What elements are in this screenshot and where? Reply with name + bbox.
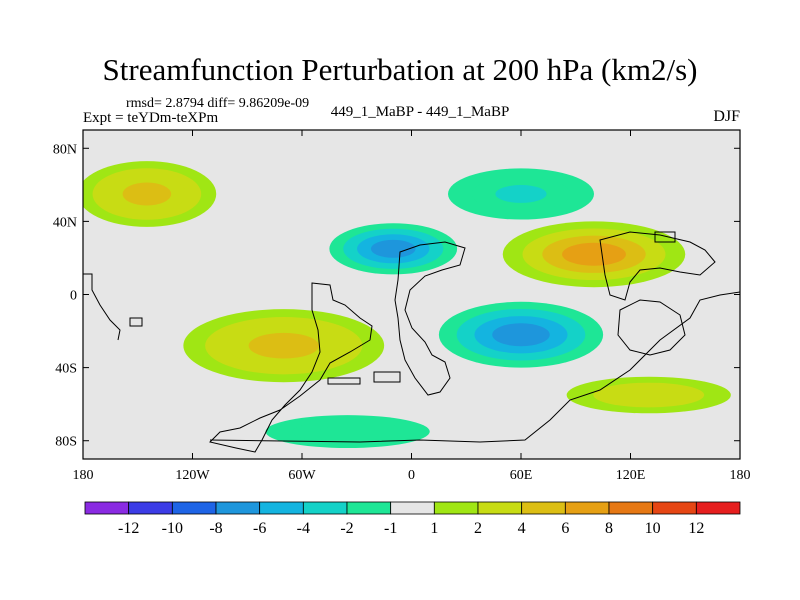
contour-south-america-high-3: [248, 332, 319, 359]
y-tick-label: 80S: [55, 435, 77, 450]
colorbar-swatch: [433, 501, 479, 515]
colorbar-label: -8: [209, 520, 222, 537]
coast-island-1: [129, 317, 143, 327]
colorbar-swatch: [652, 501, 697, 515]
colorbar-label: 2: [474, 520, 482, 537]
experiment-label: Expt = teYDm-teXPm: [83, 110, 219, 126]
contour-indian-ocean-low-3: [492, 323, 550, 347]
y-tick-label: 0: [70, 289, 77, 304]
coast-south-america: [209, 282, 373, 453]
colorbar-label: -2: [340, 520, 353, 537]
colorbar-label: -6: [253, 520, 266, 537]
contour-north-atlantic-low-2: [495, 185, 547, 203]
colorbar-swatch: [346, 501, 392, 515]
coast-west-america: [83, 273, 121, 341]
colorbar-label: 10: [645, 520, 661, 537]
season-label: DJF: [713, 108, 740, 125]
y-tick-label: 40N: [53, 215, 77, 230]
contour-south-polar-band-2: [318, 425, 377, 438]
colorbar-swatch: [390, 501, 435, 515]
coast-australia: [617, 299, 686, 356]
coast-island-3: [373, 371, 401, 383]
y-tick-label: 80N: [53, 142, 77, 157]
colorbar-swatch: [695, 501, 741, 515]
x-tick-label: 60W: [288, 468, 316, 483]
coast-asia: [599, 231, 716, 301]
colorbar-label: -4: [297, 520, 310, 537]
colorbar-label: 6: [561, 520, 569, 537]
colorbar-swatch: [521, 501, 566, 515]
run-label: 449_1_MaBP - 449_1_MaBP: [330, 104, 510, 120]
chart-title: Streamfunction Perturbation at 200 hPa (…: [102, 52, 698, 87]
y-tick-label: 40S: [55, 362, 77, 377]
contour-asia-high-3: [562, 242, 626, 266]
colorbar-label: 8: [605, 520, 613, 537]
coast-island-2: [327, 377, 361, 385]
colorbar-swatch: [128, 501, 173, 515]
colorbar-label: -1: [384, 520, 397, 537]
x-tick-label: 60E: [510, 468, 533, 483]
contour-north-pacific-high-3: [122, 182, 172, 206]
coast-antarctica: [209, 291, 740, 443]
colorbar-label: -10: [162, 520, 183, 537]
colorbar-swatch: [564, 501, 610, 515]
x-tick-label: 0: [408, 468, 415, 483]
colorbar-swatch: [477, 501, 523, 515]
x-tick-label: 180: [73, 468, 94, 483]
contour-east-pacific-band-2: [620, 388, 678, 402]
coastlines: [83, 231, 740, 453]
rmsd-diff-stats: rmsd= 2.8794 diff= 9.86209e-09: [126, 96, 310, 111]
colorbar-label: -12: [118, 520, 139, 537]
colorbar-swatch: [302, 501, 348, 515]
colorbar-label: 4: [518, 520, 526, 537]
contour-africa-low-3: [370, 239, 416, 258]
x-tick-label: 120E: [616, 468, 646, 483]
colorbar-swatch: [171, 501, 217, 515]
colorbar-label: 12: [688, 520, 704, 537]
colorbar-label: 1: [430, 520, 438, 537]
x-tick-label: 120W: [175, 468, 210, 483]
colorbar-swatch: [259, 501, 304, 515]
colorbar-swatch: [215, 501, 261, 515]
coast-island-4: [654, 231, 676, 243]
map-field-layer: [83, 130, 740, 459]
coast-africa: [394, 241, 466, 396]
colorbar-swatch: [84, 501, 130, 515]
x-tick-label: 180: [730, 468, 751, 483]
colorbar-swatch: [608, 501, 654, 515]
